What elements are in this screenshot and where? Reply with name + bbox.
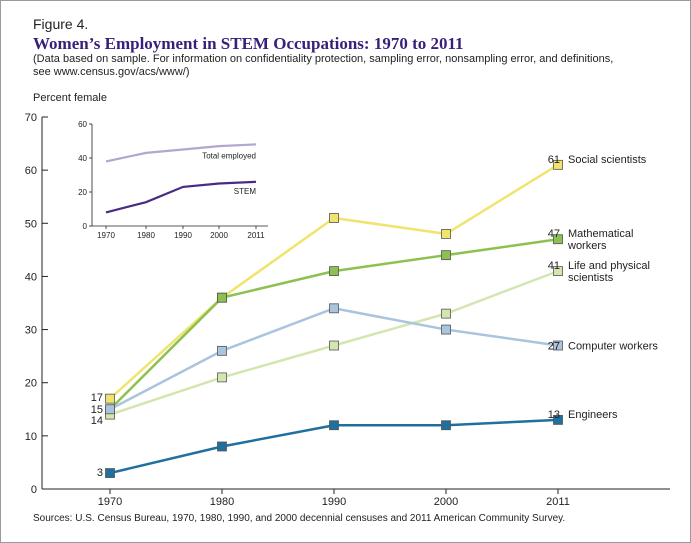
y-tick-label: 10 [25, 431, 37, 443]
y-tick-label: 70 [25, 112, 37, 124]
y-tick-label: 0 [31, 484, 37, 496]
data-point [441, 308, 451, 319]
data-point [217, 292, 227, 303]
y-tick-label: 60 [25, 165, 37, 177]
data-point [217, 441, 227, 452]
end-value-label: 61 [548, 154, 560, 166]
data-point [329, 266, 339, 277]
end-value-label: 27 [548, 341, 560, 353]
data-point [105, 393, 115, 404]
x-tick-label: 1980 [210, 496, 234, 508]
series-name-label: scientists [568, 272, 614, 284]
series-line [109, 163, 559, 400]
data-point [217, 372, 227, 383]
inset-series-line [105, 143, 257, 163]
series-name-label: Life and physical [568, 260, 650, 272]
x-tick-label: 2011 [546, 496, 570, 508]
start-value-label: 3 [97, 467, 103, 479]
x-tick-label: 1990 [322, 496, 346, 508]
figure-label: Figure 4. [33, 16, 89, 32]
series-name-label: Engineers [568, 409, 618, 421]
data-point [105, 468, 115, 478]
inset-x-tick-label: 1970 [97, 231, 115, 240]
subtitle-line-1: (Data based on sample. For information o… [33, 53, 614, 65]
x-tick-label: 2000 [434, 496, 458, 508]
inset-series-label: Total employed [202, 151, 256, 160]
chart-title: Women’s Employment in STEM Occupations: … [33, 34, 464, 53]
subtitle-line-2: see www.census.gov/acs/www/) [33, 66, 190, 78]
series-name-label: Computer workers [568, 341, 658, 353]
x-tick-label: 1970 [98, 496, 122, 508]
end-value-label: 13 [548, 409, 560, 421]
inset-x-tick-label: 1990 [174, 231, 192, 240]
start-value-label: 17 [91, 392, 103, 404]
data-point [553, 234, 563, 245]
data-point [329, 303, 339, 314]
y-tick-label: 40 [25, 271, 37, 283]
inset-y-tick-label: 40 [78, 154, 87, 163]
source-note: Sources: U.S. Census Bureau, 1970, 1980,… [33, 513, 566, 524]
start-value-label: 15 [91, 404, 103, 416]
end-value-label: 41 [548, 260, 560, 272]
data-point [217, 345, 227, 356]
series-name-label: workers [567, 240, 607, 252]
inset-x-tick-label: 1980 [137, 231, 155, 240]
series-name-label: Social scientists [568, 154, 647, 166]
series-line [109, 307, 559, 411]
series-line [109, 237, 559, 411]
data-point [329, 213, 339, 223]
inset-x-tick-label: 2000 [210, 231, 228, 240]
data-point [441, 420, 451, 431]
y-tick-label: 20 [25, 378, 37, 390]
data-point [329, 420, 339, 431]
data-point [553, 266, 563, 277]
end-value-label: 47 [548, 228, 560, 240]
data-point [329, 340, 339, 351]
chart-subtitle: (Data based on sample. For information o… [33, 53, 673, 79]
data-point [441, 229, 451, 239]
data-point [553, 340, 563, 351]
y-axis-label: Percent female [33, 92, 107, 104]
start-value-label: 14 [91, 415, 103, 427]
data-point [553, 415, 563, 425]
y-tick-label: 50 [25, 218, 37, 230]
data-point [105, 404, 115, 415]
data-point [441, 250, 451, 261]
y-tick-label: 30 [25, 325, 37, 337]
inset-x-tick-label: 2011 [247, 231, 265, 240]
inset-series-line [105, 180, 257, 214]
data-point [441, 324, 451, 335]
inset-y-tick-label: 60 [78, 120, 87, 129]
inset-series-label: STEM [234, 187, 257, 196]
inset-y-tick-label: 20 [78, 188, 87, 197]
inset-y-tick-label: 0 [83, 222, 88, 231]
data-point [553, 159, 563, 170]
series-name-label: Mathematical [568, 228, 633, 240]
